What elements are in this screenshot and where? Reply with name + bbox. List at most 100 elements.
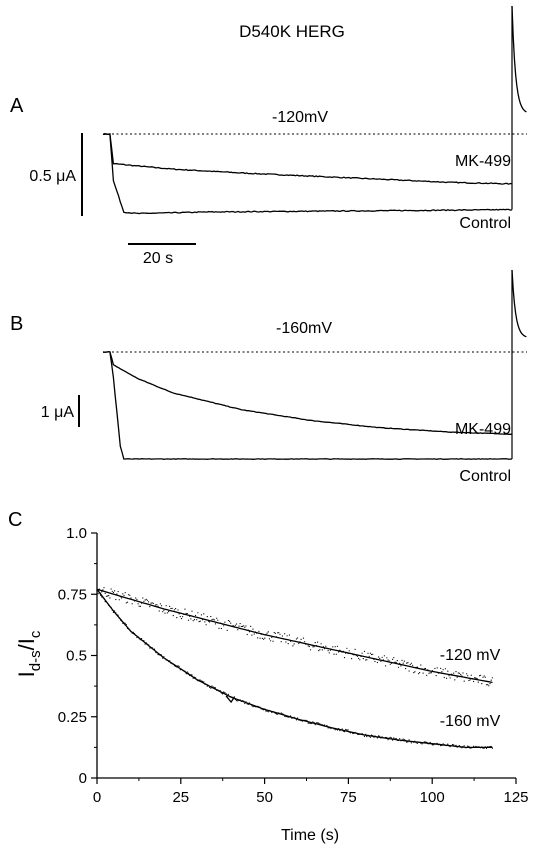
panel-a-trace-label-mk499: MK-499 (455, 153, 511, 170)
series-120mvmv-point (388, 660, 390, 662)
series-120mvmv-point (463, 680, 465, 682)
series-120mvmv-point (468, 679, 470, 682)
panel-a-voltage-label: -120mV (272, 109, 328, 126)
series-120mvmv-point (156, 604, 158, 606)
series-120mvmv-point (383, 655, 385, 657)
series-120mvmv-point (241, 625, 244, 628)
panel-c-chart: 0 25 50 75 100 125 0 0.25 0.5 0.75 1.0 -120 mV -160 … (58, 525, 529, 806)
series-120mvmv-point (129, 594, 131, 596)
series-160mvmv-point (199, 679, 201, 681)
series-160mvmv-point (346, 729, 348, 731)
series-120mvmv-point (321, 649, 323, 651)
series-120mvmv-point (204, 621, 206, 623)
series-120mvmv-point (380, 660, 382, 663)
series-120mvmv-point (343, 657, 346, 659)
panel-b-trace-mk-499 (103, 351, 513, 435)
panel-b-traces (102, 269, 527, 460)
series-120mvmv-point (104, 592, 106, 594)
series-120mvmv-point (205, 624, 207, 626)
series-120mvmv-point (409, 663, 411, 666)
series-160mvmv-point (406, 741, 408, 743)
series-120mvmv-point (319, 649, 321, 651)
series-120mvmv-point (358, 657, 360, 660)
y-tick-label: 0.5 (66, 648, 87, 665)
series-120mvmv-point (394, 661, 396, 663)
panel-b-trace-label-mk499: MK-499 (455, 421, 511, 438)
series-120mvmv-point (191, 610, 193, 612)
series-120mvmv-point (414, 671, 416, 673)
series-120mvmv-point (142, 597, 144, 599)
series-120mvmv-point (482, 676, 484, 678)
series-120mvmv-point (365, 659, 367, 661)
panel-b-letter: B (10, 313, 23, 335)
series-120mvmv-point (230, 622, 232, 624)
series-120mvmv-point (122, 593, 124, 595)
series-160mvmv-point (467, 745, 469, 747)
series-120mvmv-point (485, 684, 488, 686)
series-120mvmv-point (243, 625, 245, 627)
series-120mvmv-point (223, 625, 225, 627)
series-120mvmv-point (193, 619, 195, 621)
series-120mvmv-point (328, 652, 330, 654)
series-120mvmv-point (392, 658, 394, 661)
series-160mvmv-point (224, 692, 226, 694)
series-160mvmv-point (149, 647, 151, 649)
series-120mvmv-point (97, 593, 99, 595)
figure-title: D540K HERG (239, 22, 345, 41)
series-120mvmv-point (474, 677, 476, 679)
series-120mvmv-point (379, 657, 381, 660)
series-120mvmv-point (261, 637, 263, 640)
series-160mvmv-point (463, 745, 465, 747)
series-120mvmv-point (366, 659, 368, 661)
series-120mvmv-point (441, 671, 443, 673)
series-120mvmv-point (298, 642, 300, 645)
series-120mvmv-point (111, 590, 113, 592)
series-120mvmv-point (277, 632, 279, 634)
series-120mvmv-point (121, 597, 123, 599)
series-160mvmv-point (447, 743, 449, 745)
series-120mvmv-point (229, 620, 231, 623)
y-tick-label: 0.75 (58, 586, 87, 603)
series-160mvmv-point (399, 738, 401, 740)
y-tick-label: 1.0 (66, 525, 87, 542)
series-120mvmv-point (336, 645, 339, 647)
panel-c-letter: C (8, 509, 22, 531)
series-120mvmv-point (480, 674, 482, 676)
series-160mvmv-point (280, 712, 282, 714)
series-120mvmv-point (396, 660, 398, 662)
series-120mvmv-point (209, 621, 211, 623)
series-160mvmv-point (177, 665, 179, 667)
series-120mvmv-point (118, 599, 120, 601)
series-120mvmv-point (455, 671, 457, 673)
series-120mvmv-point (335, 653, 337, 655)
series-120mvmv-point (367, 652, 369, 654)
series-120mvmv-point (130, 597, 132, 599)
series-120mvmv-point (178, 613, 180, 615)
series-120mvmv-point (325, 645, 327, 647)
series-120mvmv-point (151, 602, 153, 604)
series-120mvmv-fit-line (96, 588, 493, 684)
series-160mvmv-point (410, 742, 412, 744)
series-120mvmv-point (198, 621, 200, 623)
series-120mvmv-point (469, 679, 471, 681)
series-160mvmv-point (210, 687, 212, 689)
series-120mvmv-point (114, 590, 116, 592)
series-120mvmv-point (393, 657, 395, 659)
series-120mvmv-point (429, 672, 431, 674)
y-tick-label: 0 (79, 770, 87, 787)
series-120mvmv-point (168, 611, 170, 613)
y-tick-label: 0.25 (58, 709, 87, 726)
series-120mvmv-point (109, 597, 111, 599)
series-120mvmv-point (338, 651, 340, 653)
series-120mvmv-point (484, 676, 486, 678)
series-120mvmv-point (196, 619, 198, 621)
series-120mvmv-point (216, 617, 218, 619)
series-120mvmv-point (285, 641, 287, 643)
series-120mvmv-point (454, 679, 456, 681)
series-120mvmv-point (435, 675, 437, 677)
x-tick-label: 125 (503, 789, 528, 806)
series-120mvmv-point (192, 620, 194, 622)
series-120mvmv-point (172, 615, 174, 617)
series-120mvmv-point (155, 604, 157, 606)
series-120mvmv-point (224, 621, 226, 623)
